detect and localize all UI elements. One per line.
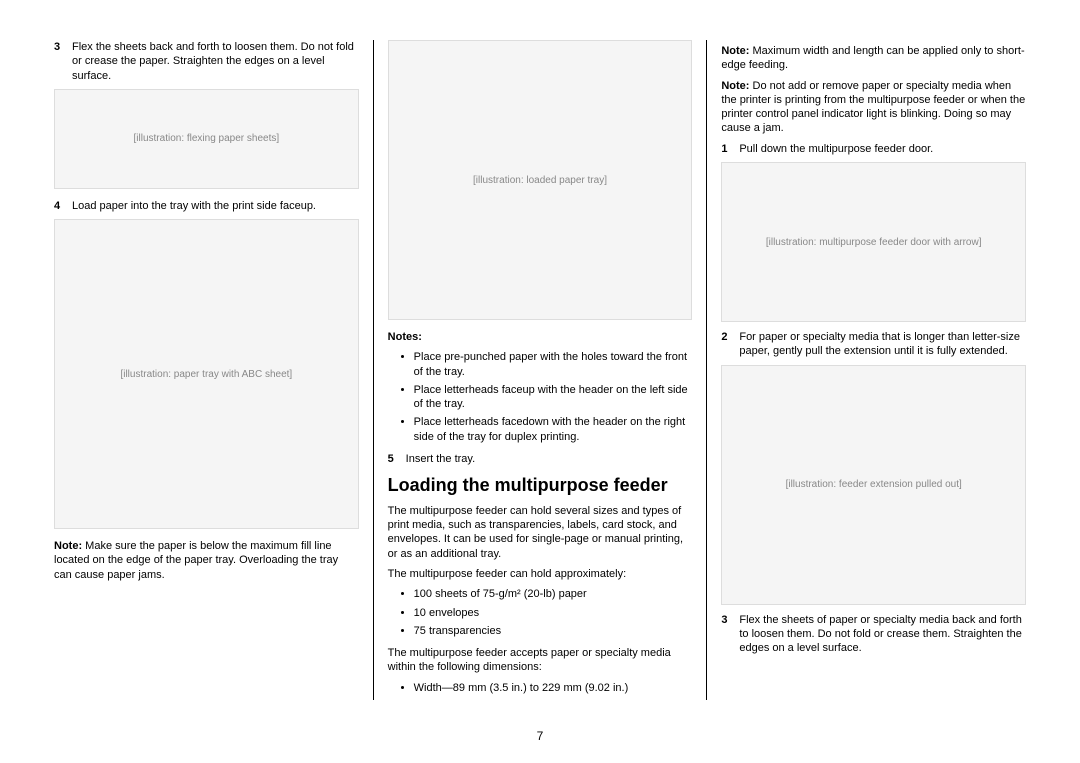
step-2: 2 For paper or specialty media that is l… [721, 330, 1026, 359]
paragraph: The multipurpose feeder can hold several… [388, 504, 693, 561]
paragraph: The multipurpose feeder accepts paper or… [388, 646, 693, 675]
note-text: Maximum width and length can be applied … [721, 45, 1024, 71]
list-item: 75 transparencies [414, 624, 693, 638]
illustration-feeder-extension: [illustration: feeder extension pulled o… [721, 365, 1026, 605]
list-item: Place pre-punched paper with the holes t… [414, 350, 693, 379]
illustration-feeder-door: [illustration: multipurpose feeder door … [721, 162, 1026, 322]
step-text: Flex the sheets of paper or specialty me… [739, 613, 1026, 656]
dimensions-bullet-list: Width—89 mm (3.5 in.) to 229 mm (9.02 in… [414, 681, 693, 700]
step-text: Insert the tray. [406, 452, 693, 466]
page-number: 7 [0, 729, 1080, 745]
note-text: Make sure the paper is below the maximum… [54, 540, 338, 581]
illustration-tray-loaded: [illustration: loaded paper tray] [388, 40, 693, 320]
step-3b: 3 Flex the sheets of paper or specialty … [721, 613, 1026, 656]
step-number: 4 [54, 199, 64, 213]
notes-heading: Notes: [388, 330, 693, 344]
step-number: 3 [54, 40, 64, 83]
step-text: For paper or specialty media that is lon… [739, 330, 1026, 359]
paragraph: The multipurpose feeder can hold approxi… [388, 567, 693, 581]
step-3: 3 Flex the sheets back and forth to loos… [54, 40, 359, 83]
capacity-bullet-list: 100 sheets of 75-g/m² (20-lb) paper 10 e… [414, 587, 693, 638]
page-content: 3 Flex the sheets back and forth to loos… [0, 0, 1080, 720]
section-heading: Loading the multipurpose feeder [388, 474, 693, 497]
note-label: Note: [721, 80, 749, 92]
step-number: 1 [721, 142, 731, 156]
illustration-flex-paper: [illustration: flexing paper sheets] [54, 89, 359, 189]
column-1: 3 Flex the sheets back and forth to loos… [40, 40, 374, 700]
step-number: 2 [721, 330, 731, 359]
list-item: 100 sheets of 75-g/m² (20-lb) paper [414, 587, 693, 601]
note-label: Note: [54, 540, 82, 552]
step-number: 5 [388, 452, 398, 466]
step-4: 4 Load paper into the tray with the prin… [54, 199, 359, 213]
list-item: Place letterheads facedown with the head… [414, 415, 693, 444]
note-text: Do not add or remove paper or specialty … [721, 80, 1025, 135]
step-1: 1 Pull down the multipurpose feeder door… [721, 142, 1026, 156]
step-5: 5 Insert the tray. [388, 452, 693, 466]
step-text: Load paper into the tray with the print … [72, 199, 359, 213]
notes-bullet-list: Place pre-punched paper with the holes t… [414, 350, 693, 444]
note-paragraph: Note: Do not add or remove paper or spec… [721, 79, 1026, 136]
list-item: Width—89 mm (3.5 in.) to 229 mm (9.02 in… [414, 681, 693, 695]
list-item: Length—127 mm (5 in.) to 1270 mm (50 in.… [414, 699, 693, 700]
step-number: 3 [721, 613, 731, 656]
note-label: Note: [721, 45, 749, 57]
column-3: Note: Maximum width and length can be ap… [707, 40, 1040, 700]
column-2: [illustration: loaded paper tray] Notes:… [374, 40, 708, 700]
note-paragraph: Note: Maximum width and length can be ap… [721, 44, 1026, 73]
note-paragraph: Note: Make sure the paper is below the m… [54, 539, 359, 582]
illustration-tray-load: [illustration: paper tray with ABC sheet… [54, 219, 359, 529]
list-item: Place letterheads faceup with the header… [414, 383, 693, 412]
step-text: Pull down the multipurpose feeder door. [739, 142, 1026, 156]
list-item: 10 envelopes [414, 606, 693, 620]
step-text: Flex the sheets back and forth to loosen… [72, 40, 359, 83]
